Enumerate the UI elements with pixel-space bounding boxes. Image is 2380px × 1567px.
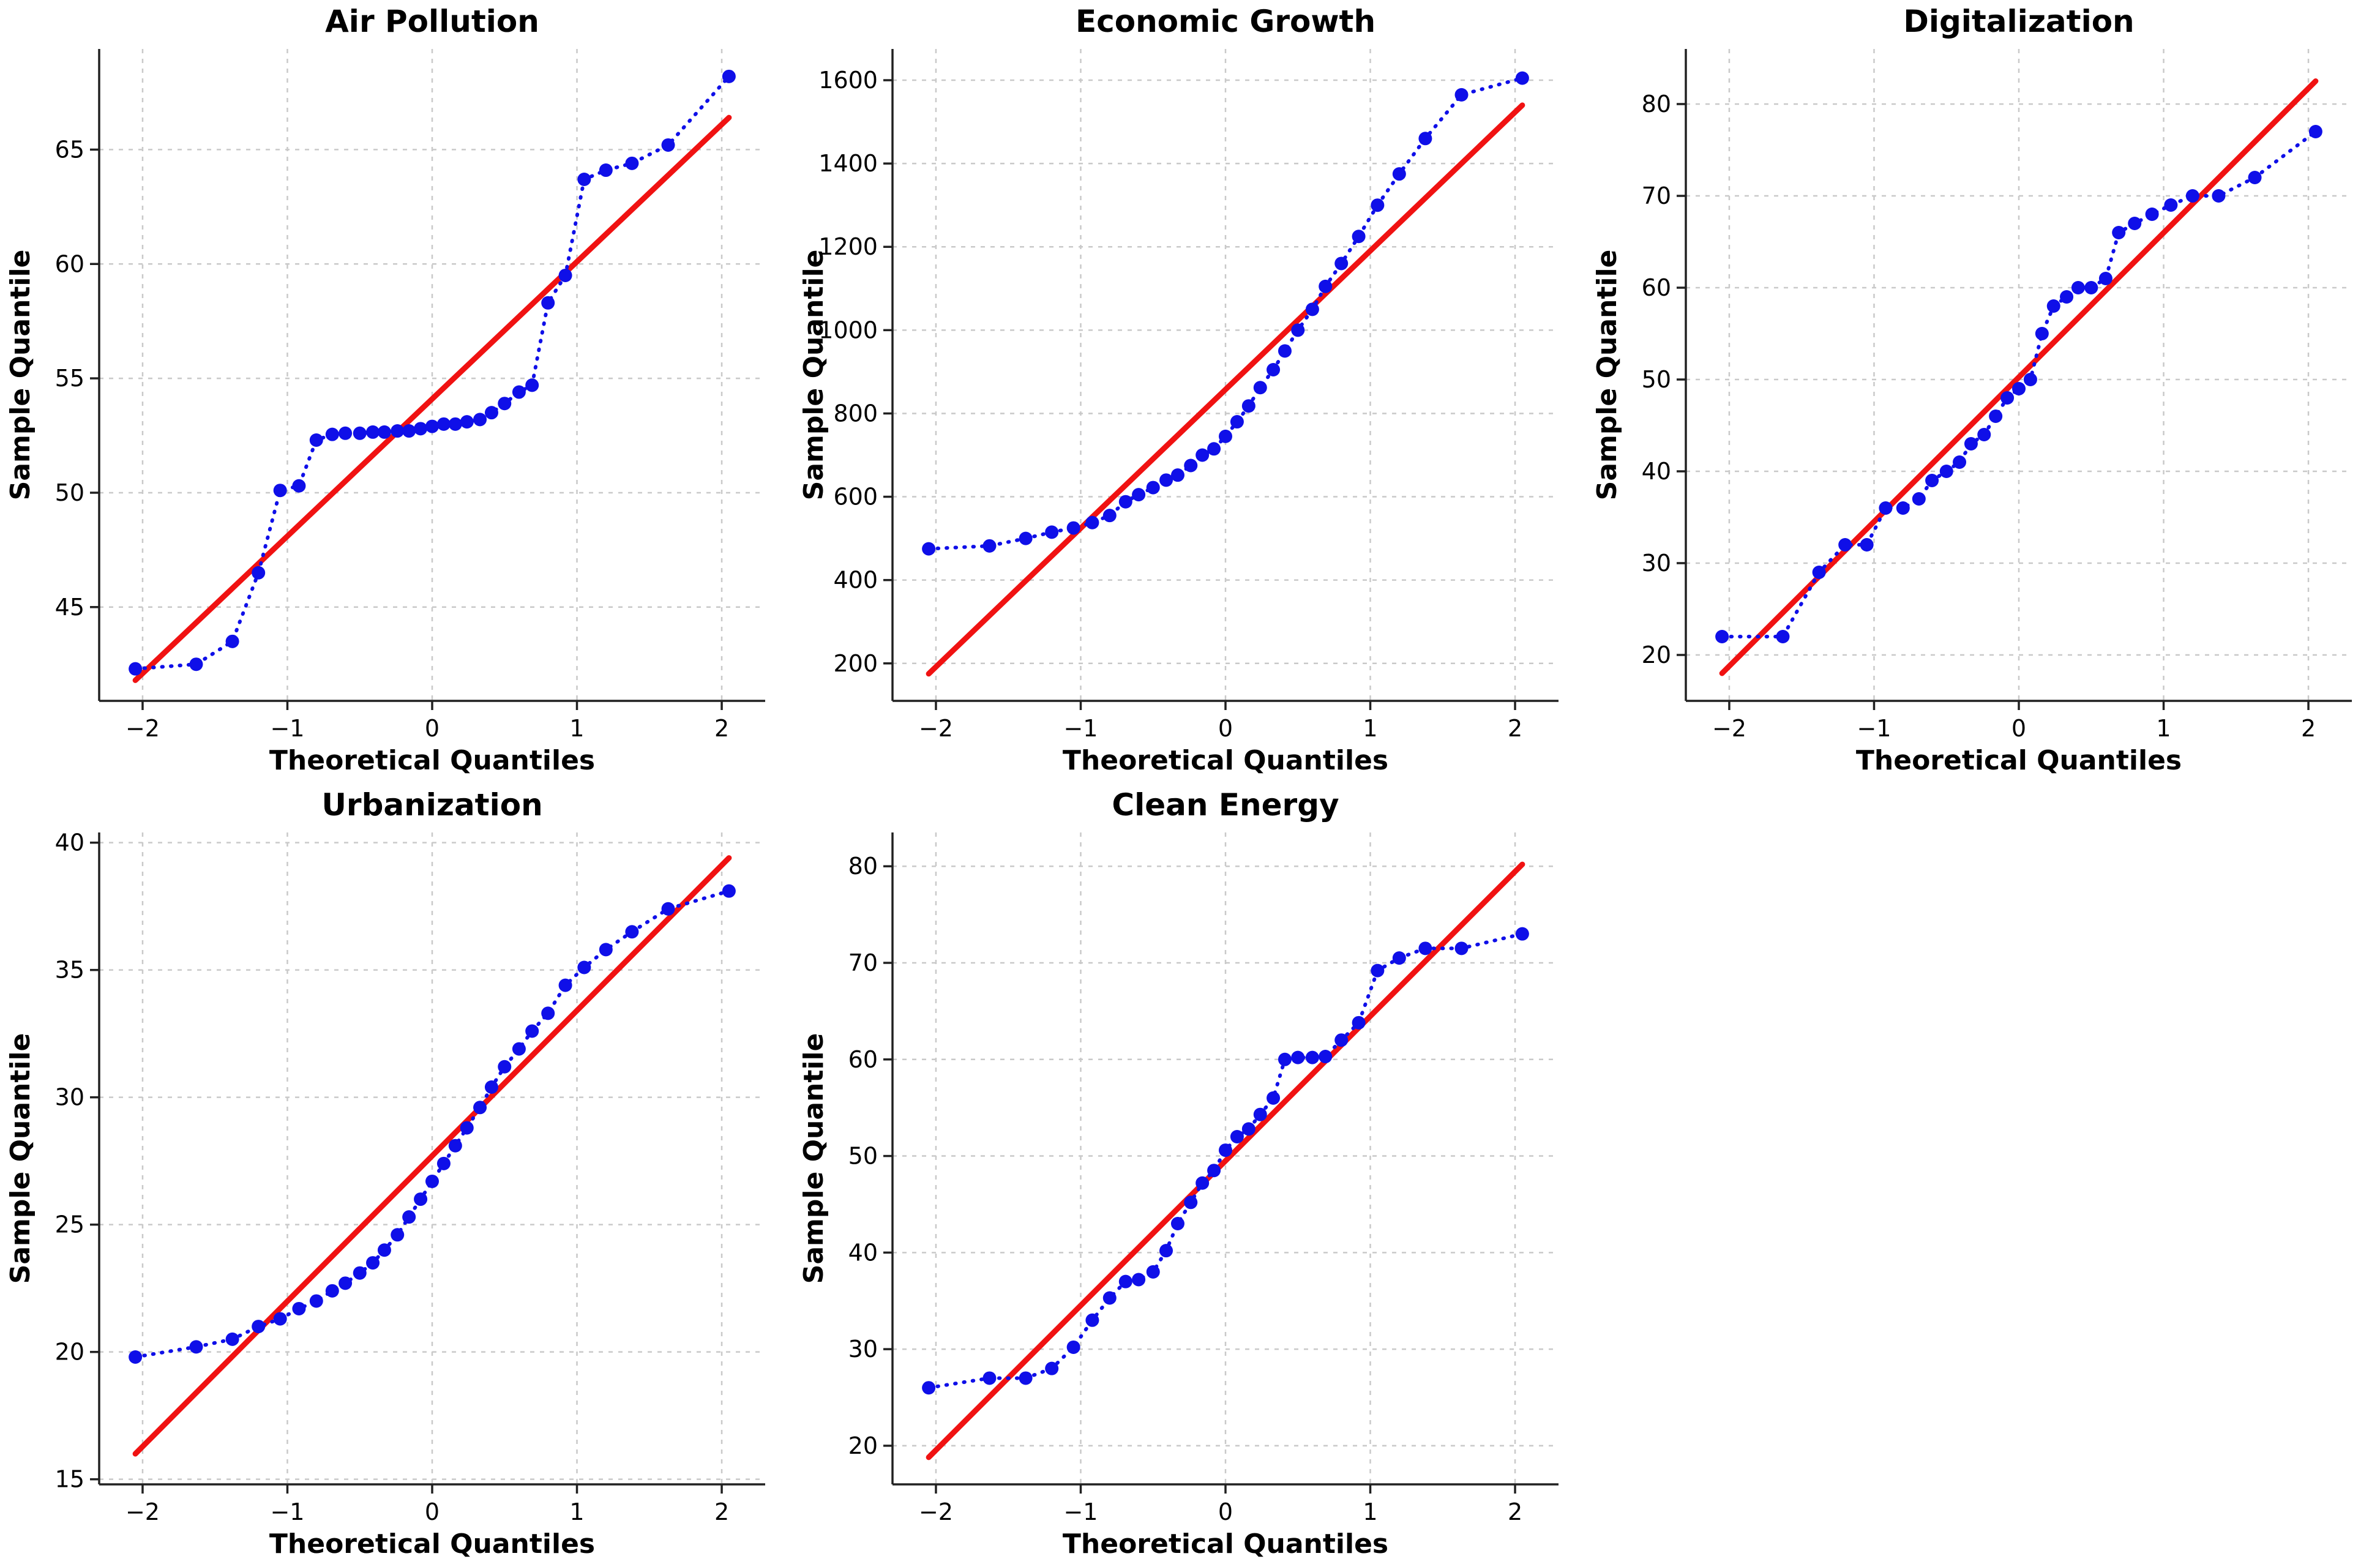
svg-text:65: 65: [55, 136, 84, 163]
svg-text:0: 0: [2011, 715, 2026, 742]
qq-plot-urbanization: −2 −1 0 1 2 15 20 25 30 35 40 Urbanization Theoretic…: [0, 784, 793, 1567]
svg-text:20: 20: [1642, 641, 1671, 668]
svg-text:30: 30: [848, 1336, 878, 1363]
svg-text:55: 55: [55, 365, 84, 392]
svg-text:Theoretical Quantiles: Theoretical Quantiles: [269, 745, 595, 776]
svg-text:2: 2: [2301, 715, 2316, 742]
svg-text:−2: −2: [919, 1498, 953, 1525]
svg-text:Urbanization: Urbanization: [321, 787, 542, 823]
svg-text:1: 1: [1363, 1498, 1377, 1525]
svg-text:2: 2: [1508, 1498, 1522, 1525]
svg-text:Sample Quantile: Sample Quantile: [1592, 250, 1623, 501]
svg-text:400: 400: [833, 567, 878, 594]
svg-text:1400: 1400: [818, 150, 878, 177]
qq-plot-clean-energy: −2 −1 0 1 2 20 30 40 50 60 70 80 Clean Energy Theoret…: [793, 784, 1587, 1567]
qq-plot-air-pollution: −2 −1 0 1 2 45 50 55 60 65 Air Pollution Theoretica…: [0, 0, 793, 784]
svg-text:40: 40: [1642, 458, 1671, 485]
svg-text:60: 60: [1642, 274, 1671, 301]
svg-text:1: 1: [569, 1498, 584, 1525]
chart-canvas-urbanization: −2 −1 0 1 2 15 20 25 30 35 40 Urbanization Theoretic…: [0, 784, 793, 1567]
svg-text:45: 45: [55, 594, 84, 621]
svg-text:0: 0: [1218, 1498, 1233, 1525]
qq-plot-digitalization: −2 −1 0 1 2 20 30 40 50 60 70 80 Digitalization Theor…: [1587, 0, 2380, 784]
svg-text:50: 50: [848, 1143, 878, 1170]
svg-text:30: 30: [1642, 550, 1671, 577]
svg-text:60: 60: [848, 1046, 878, 1073]
svg-text:−1: −1: [1857, 715, 1891, 742]
svg-text:1: 1: [2156, 715, 2171, 742]
svg-text:40: 40: [848, 1239, 878, 1266]
svg-text:1000: 1000: [818, 316, 878, 343]
svg-text:Digitalization: Digitalization: [1903, 4, 2134, 39]
svg-text:Sample Quantile: Sample Quantile: [798, 1033, 829, 1284]
svg-text:35: 35: [55, 957, 84, 984]
svg-text:−1: −1: [270, 715, 304, 742]
svg-text:20: 20: [848, 1432, 878, 1459]
svg-text:1: 1: [569, 715, 584, 742]
svg-text:−2: −2: [919, 715, 953, 742]
svg-text:Theoretical Quantiles: Theoretical Quantiles: [1856, 745, 2182, 776]
svg-text:200: 200: [833, 650, 878, 677]
svg-text:0: 0: [425, 1498, 440, 1525]
svg-text:70: 70: [1642, 182, 1671, 209]
svg-text:800: 800: [833, 400, 878, 427]
svg-text:−1: −1: [270, 1498, 304, 1525]
chart-canvas-digitalization: −2 −1 0 1 2 20 30 40 50 60 70 80 Digitalization Theor…: [1587, 0, 2380, 784]
svg-text:−2: −2: [125, 715, 160, 742]
qq-plot-economic-growth: −2 −1 0 1 2 200 400 600 800 1000 1200 1400 1600 Econo…: [793, 0, 1587, 784]
svg-text:80: 80: [1642, 91, 1671, 118]
svg-text:Sample Quantile: Sample Quantile: [5, 1033, 36, 1284]
svg-text:70: 70: [848, 949, 878, 976]
svg-text:Sample Quantile: Sample Quantile: [798, 250, 829, 501]
svg-text:50: 50: [1642, 366, 1671, 393]
svg-text:Theoretical Quantiles: Theoretical Quantiles: [1063, 745, 1388, 776]
svg-text:Economic Growth: Economic Growth: [1076, 4, 1375, 39]
svg-text:30: 30: [55, 1084, 84, 1111]
svg-text:−1: −1: [1063, 715, 1098, 742]
svg-text:Theoretical Quantiles: Theoretical Quantiles: [1063, 1528, 1388, 1560]
svg-text:−2: −2: [1712, 715, 1746, 742]
svg-text:2: 2: [714, 715, 729, 742]
svg-text:60: 60: [55, 250, 84, 277]
svg-text:0: 0: [425, 715, 440, 742]
svg-text:15: 15: [55, 1466, 84, 1493]
svg-text:Theoretical Quantiles: Theoretical Quantiles: [269, 1528, 595, 1560]
chart-canvas-clean-energy: −2 −1 0 1 2 20 30 40 50 60 70 80 Clean Energy Theoret…: [793, 784, 1587, 1567]
svg-text:1200: 1200: [818, 233, 878, 260]
svg-text:600: 600: [833, 484, 878, 510]
chart-canvas-air-pollution: −2 −1 0 1 2 45 50 55 60 65 Air Pollution Theoretica…: [0, 0, 793, 784]
svg-text:Sample Quantile: Sample Quantile: [5, 250, 36, 501]
svg-text:−1: −1: [1063, 1498, 1098, 1525]
svg-text:50: 50: [55, 479, 84, 506]
svg-text:40: 40: [55, 829, 84, 856]
chart-canvas-economic-growth: −2 −1 0 1 2 200 400 600 800 1000 1200 1400 1600 Econo…: [793, 0, 1587, 784]
svg-text:−2: −2: [125, 1498, 160, 1525]
svg-text:1600: 1600: [818, 67, 878, 94]
svg-text:25: 25: [55, 1211, 84, 1238]
svg-text:Clean Energy: Clean Energy: [1112, 787, 1339, 823]
svg-text:20: 20: [55, 1339, 84, 1366]
svg-text:2: 2: [1508, 715, 1522, 742]
svg-text:2: 2: [714, 1498, 729, 1525]
svg-text:0: 0: [1218, 715, 1233, 742]
svg-text:1: 1: [1363, 715, 1377, 742]
svg-text:80: 80: [848, 853, 878, 880]
empty-cell: [1587, 784, 2380, 1567]
svg-text:Air Pollution: Air Pollution: [325, 4, 539, 39]
